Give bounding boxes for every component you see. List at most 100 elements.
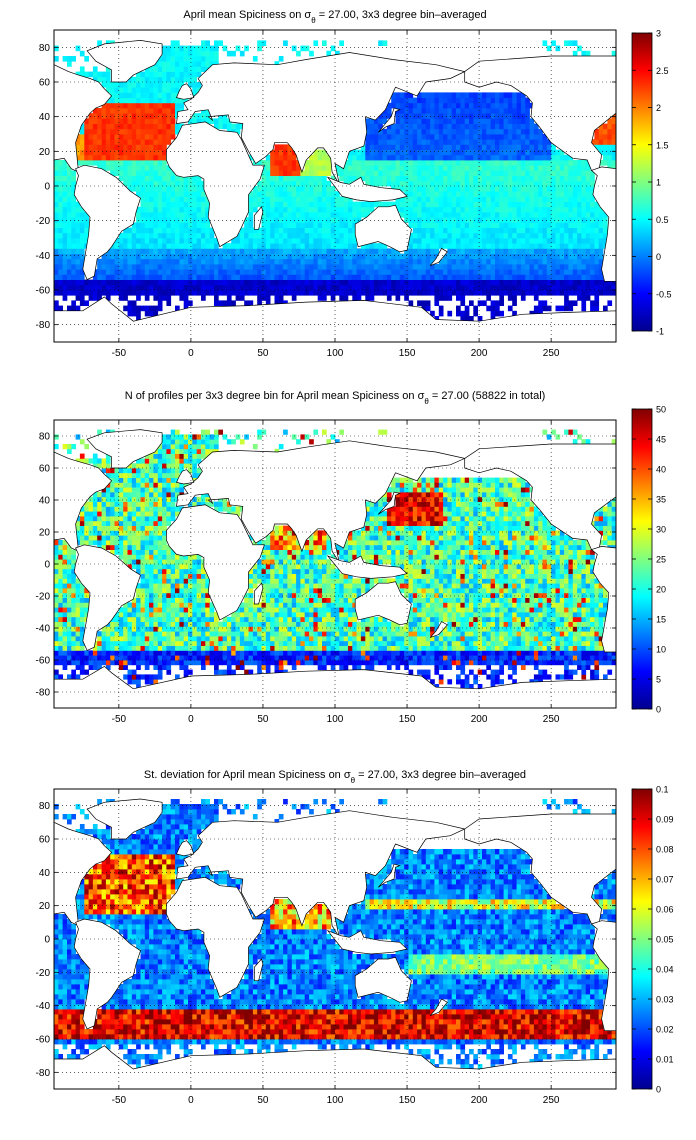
heatmap-cell [555,227,561,234]
heatmap-cell [62,621,68,627]
heatmap-cell [538,222,543,228]
heatmap-cell [162,212,167,218]
heatmap-cell [287,217,293,223]
heatmap-cell [529,144,535,150]
heatmap-cell [140,458,146,464]
heatmap-cell [157,621,163,627]
heatmap-cell [175,227,180,234]
heatmap-cell [507,284,513,291]
heatmap-cell [162,253,167,260]
heatmap-cell [123,482,128,488]
colorbar-tick-label: -0.5 [656,289,672,299]
heatmap-cell [447,186,453,192]
heatmap-cell [425,108,431,114]
heatmap-cell [533,212,539,218]
heatmap-cell [598,206,604,213]
heatmap-cell [456,108,461,114]
heatmap-cell [201,279,206,286]
heatmap-cell [127,640,133,646]
heatmap-cell [201,243,206,249]
heatmap-cell [330,238,336,244]
heatmap-cell [477,196,483,202]
heatmap-cell [352,160,357,166]
heatmap-cell [79,154,85,161]
heatmap-cell [395,139,401,145]
heatmap-cell [572,300,578,306]
heatmap-cell [144,679,150,685]
heatmap-cell [274,191,280,197]
heatmap-cell [127,602,133,608]
heatmap-cell [520,108,526,114]
heatmap-cell [144,238,150,244]
heatmap-cell [378,264,383,270]
heatmap-cell [75,616,81,622]
heatmap-cell [559,264,565,270]
heatmap-cell [404,139,409,145]
heatmap-cell [421,165,427,171]
heatmap-cell [265,300,271,306]
heatmap-cell [71,258,76,265]
heatmap-cell [473,128,478,135]
heatmap-cell [482,97,487,104]
heatmap-cell [555,191,561,197]
y-tick-label: -60 [36,286,51,297]
heatmap-cell [144,496,150,502]
heatmap-cell [67,616,72,622]
heatmap-cell [114,640,120,646]
heatmap-cell [127,274,133,280]
heatmap-cell [274,154,280,161]
heatmap-cell [257,201,262,208]
heatmap-cell [525,134,530,140]
heatmap-cell [188,300,193,306]
heatmap-cell [79,626,85,632]
heatmap-cell [408,274,414,280]
heatmap-cell [244,264,249,270]
heatmap-cell [598,222,604,228]
heatmap-cell [67,274,72,280]
heatmap-cell [170,248,176,254]
heatmap-cell [144,206,150,213]
heatmap-cell [555,201,561,208]
heatmap-cell [136,568,141,574]
heatmap-cell [283,196,288,202]
heatmap-cell [131,525,137,531]
heatmap-cell [97,123,102,130]
heatmap-cell [123,269,128,275]
heatmap-cell [175,232,180,239]
heatmap-cell [559,154,565,161]
heatmap-cell [114,549,120,555]
heatmap-cell [339,248,344,254]
heatmap-cell [352,206,357,213]
heatmap-cell [261,170,267,176]
heatmap-cell [257,269,262,275]
heatmap-cell [460,295,466,301]
heatmap-cell [248,191,254,197]
heatmap-cell [218,279,223,286]
heatmap-cell [157,511,163,517]
heatmap-cell [196,243,202,249]
heatmap-cell [304,45,310,52]
heatmap-cell [581,238,587,244]
heatmap-cell [412,227,418,234]
heatmap-cell [365,284,370,291]
heatmap-cell [464,248,470,254]
heatmap-cell [144,269,150,275]
heatmap-cell [378,139,383,145]
heatmap-cell [335,284,340,291]
heatmap-cell [140,108,146,114]
heatmap-cell [399,279,405,286]
heatmap-cell [97,540,102,546]
heatmap-cell [451,191,457,197]
heatmap-cell [278,56,284,62]
heatmap-cell [149,222,154,228]
heatmap-cell [408,134,414,140]
heatmap-cell [218,123,223,130]
heatmap-cell [360,253,366,260]
heatmap-cell [335,206,340,213]
heatmap-cell [546,305,552,312]
heatmap-cell [430,274,435,280]
heatmap-cell [114,154,120,161]
heatmap-cell [438,217,444,223]
heatmap-cell [490,212,496,218]
heatmap-cell [447,139,453,145]
